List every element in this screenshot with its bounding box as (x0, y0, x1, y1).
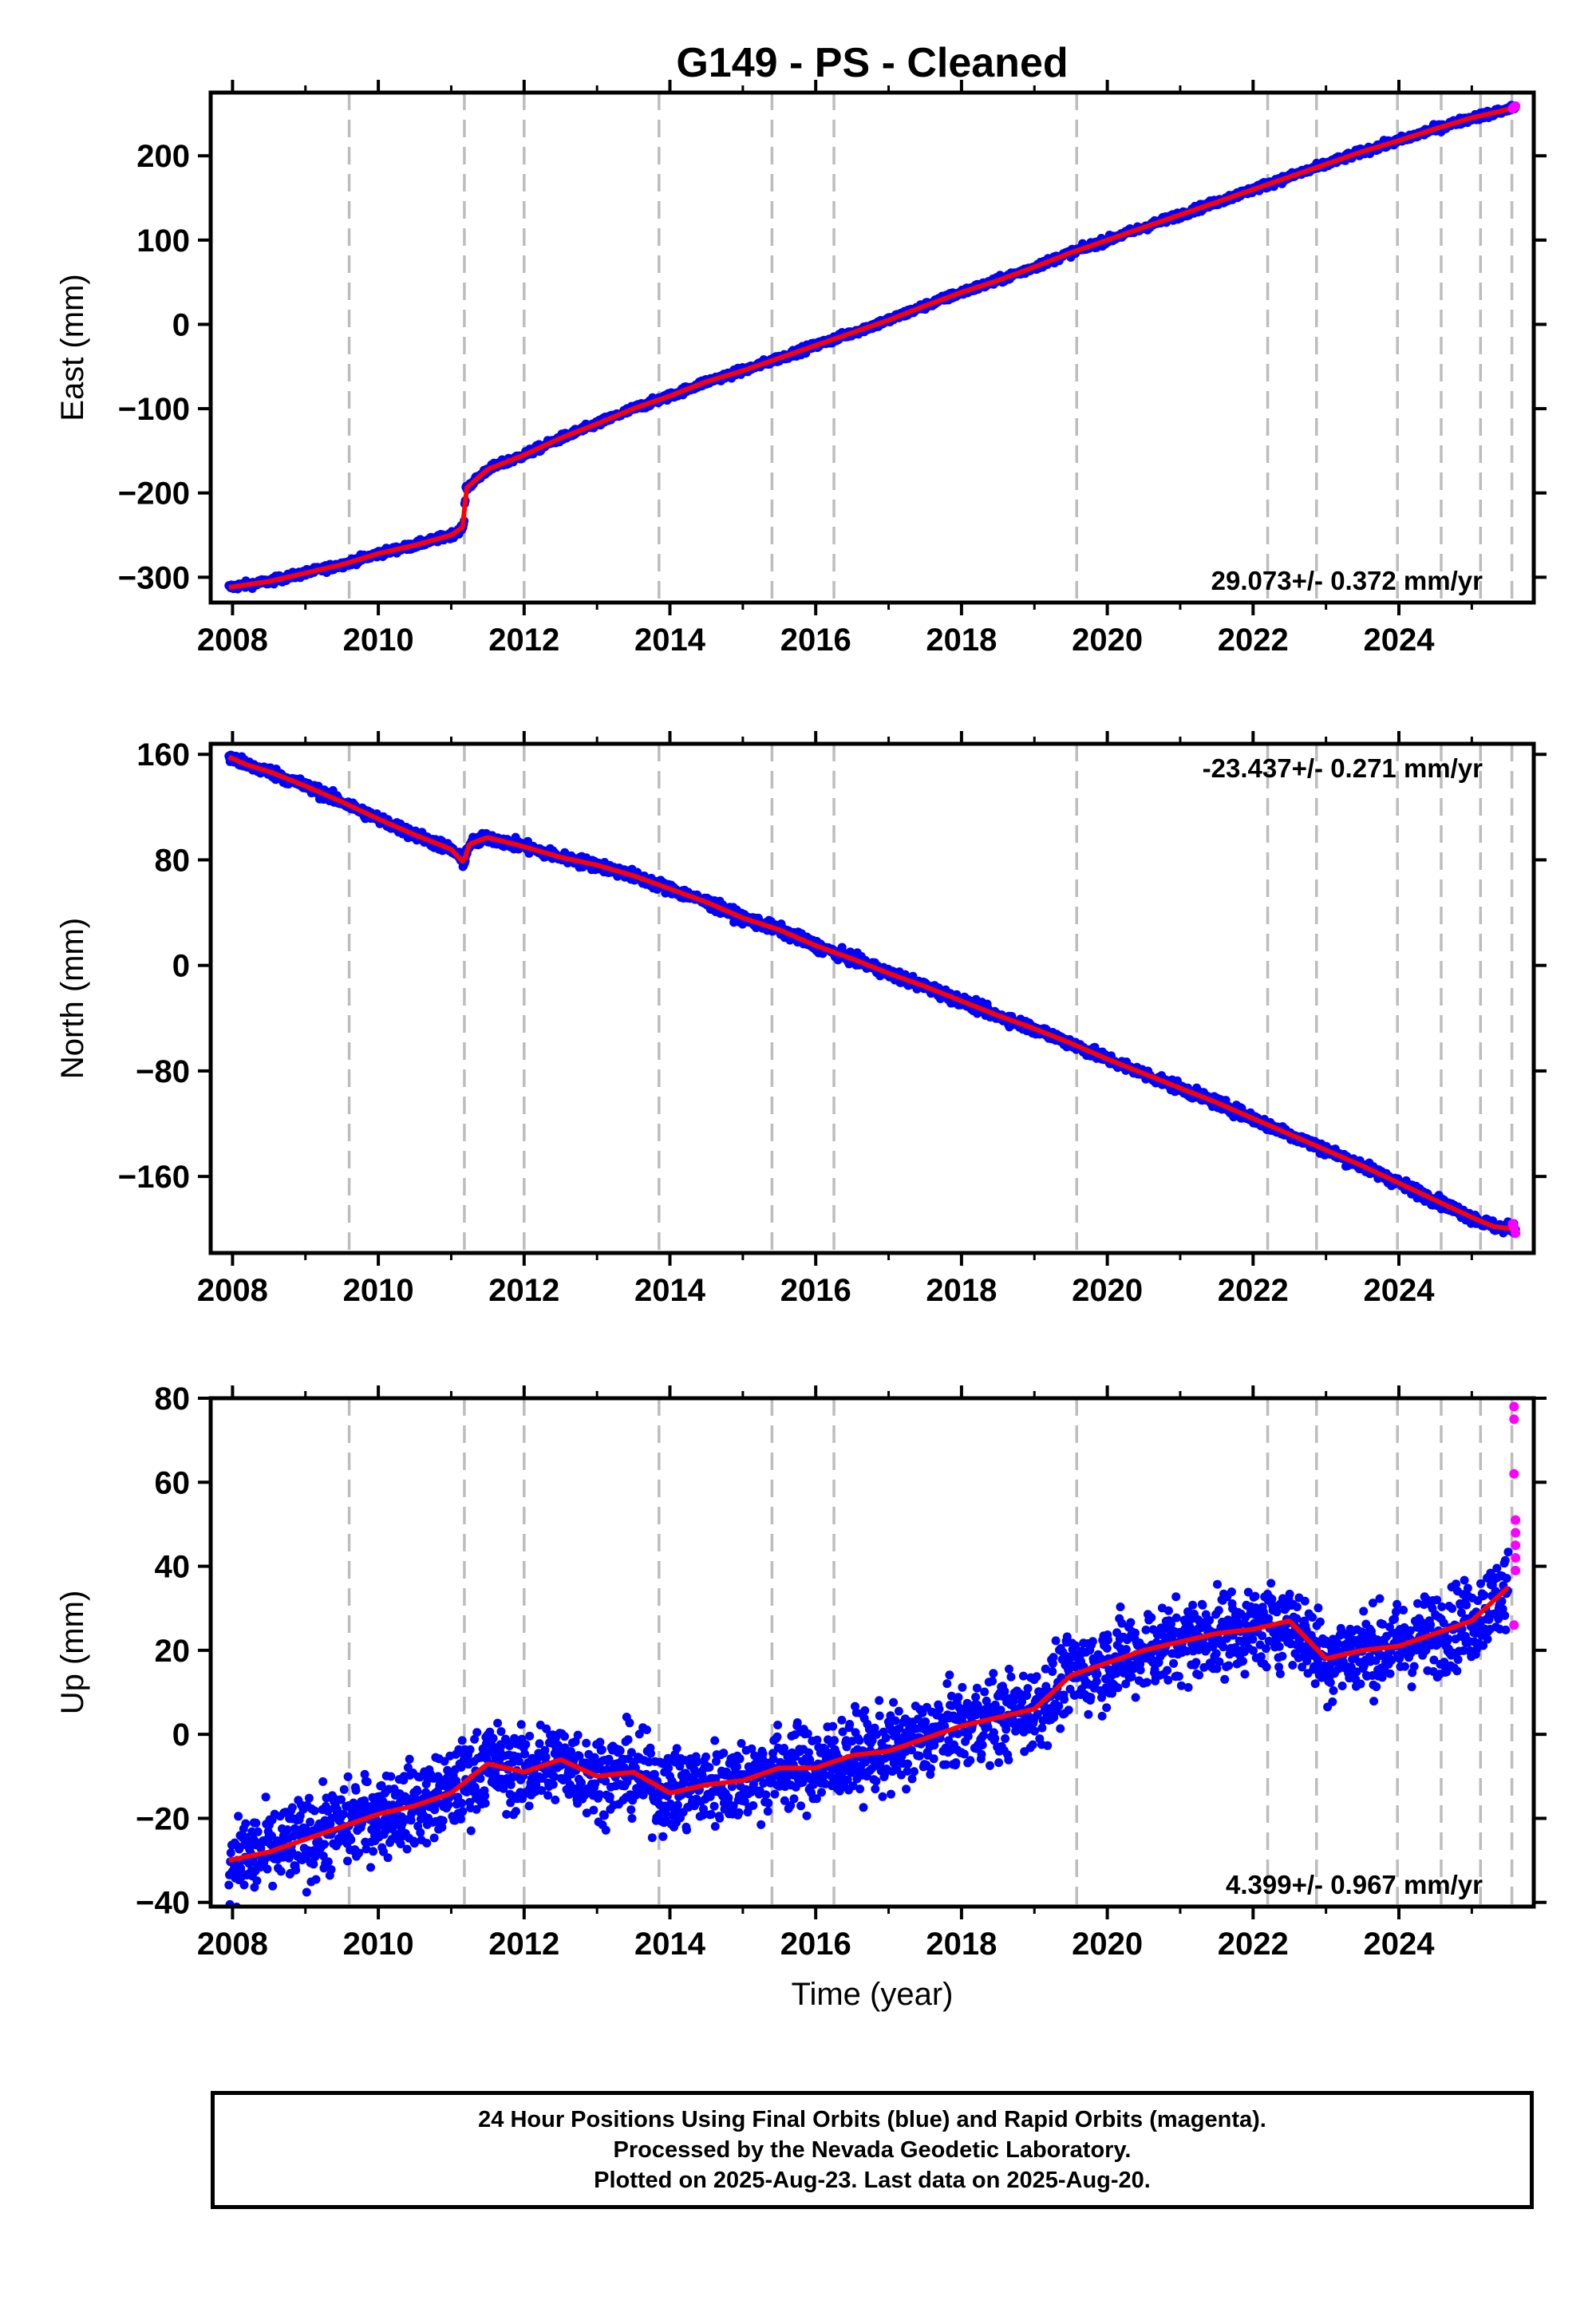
x-tick-label: 2020 (1072, 622, 1143, 658)
data-point (263, 1864, 272, 1874)
x-tick-label: 2022 (1218, 1273, 1289, 1308)
x-tick-label: 2010 (343, 622, 414, 658)
data-point (306, 1817, 315, 1827)
panel-up: 2008 2010 2012 2014 2016 2018 2020 2022 2024−40−… (55, 1381, 1547, 1962)
data-point (241, 1819, 251, 1828)
data-point (309, 1860, 318, 1869)
x-tick-label: 2008 (197, 1273, 268, 1308)
x-tick-label: 2024 (1364, 1273, 1436, 1308)
y-tick-label: −100 (118, 392, 190, 427)
data-point (402, 1844, 412, 1854)
data-point (302, 1887, 311, 1897)
data-point (343, 1772, 353, 1781)
y-tick-label: 200 (136, 139, 190, 174)
plot-frame-north (208, 741, 1536, 1255)
data-point (351, 1785, 361, 1795)
data-point (362, 1777, 372, 1787)
data-point (339, 1784, 349, 1794)
rapid-point (1511, 1228, 1521, 1239)
data-point (251, 1818, 261, 1828)
x-tick-label: 2016 (780, 1273, 851, 1308)
final-orbit-points-north (224, 750, 1520, 1238)
chart-title: G149 - PS - Cleaned (676, 40, 1068, 86)
data-point (261, 1792, 271, 1802)
data-point (310, 1806, 319, 1816)
data-point (291, 1865, 301, 1875)
data-point (369, 1847, 378, 1856)
x-tick-label: 2016 (780, 622, 851, 658)
y-tick-label: 80 (155, 843, 191, 878)
x-tick-label: 2022 (1218, 622, 1289, 658)
x-tick-label: 2024 (1364, 622, 1436, 658)
y-tick-label: 160 (136, 737, 190, 773)
data-point (323, 1857, 333, 1867)
x-tick-label: 2010 (343, 1273, 414, 1308)
x-tick-label: 2008 (197, 622, 268, 658)
y-tick-label: −160 (118, 1160, 190, 1195)
x-tick-label: 2014 (634, 1273, 706, 1308)
data-point (326, 1865, 336, 1875)
panel-north: 2008 2010 2012 2014 2016 2018 2020 2022 2024 −160… (55, 731, 1547, 1308)
data-point (304, 1793, 314, 1803)
data-point (253, 1827, 263, 1836)
y-axis-label-north: North (mm) (55, 918, 90, 1079)
data-point (282, 1825, 292, 1835)
y-tick-label: 0 (172, 949, 190, 984)
x-tick-label: 2012 (488, 1273, 559, 1308)
rapid-point (1511, 101, 1521, 111)
data-point (311, 1875, 321, 1884)
final-orbit-points-up (224, 1547, 1513, 1907)
data-point (383, 1853, 393, 1863)
data-point (318, 1777, 328, 1786)
y-tick-label: 0 (172, 307, 190, 342)
model-line-north (227, 754, 1516, 1232)
data-point (320, 1840, 329, 1849)
y-tick-label: −300 (118, 560, 190, 595)
x-tick-label: 2018 (926, 1273, 997, 1308)
data-point (239, 1880, 249, 1890)
data-point (252, 1876, 262, 1886)
x-tick-label: 2014 (634, 622, 706, 658)
y-axis-label-east: East (mm) (55, 274, 90, 421)
data-point (287, 1803, 297, 1812)
x-tick-label: 2020 (1072, 1273, 1143, 1308)
final-orbit-points-east (224, 101, 1520, 594)
data-point (343, 1856, 352, 1866)
data-point (405, 1754, 414, 1764)
y-tick-label: 100 (136, 223, 190, 259)
data-point (250, 1883, 259, 1892)
plot-frame-east (208, 90, 1536, 605)
data-point (224, 1880, 234, 1890)
panel-east: 2008 2010 2012 2014 2016 2018 2020 2022 2024 −300… (55, 80, 1547, 658)
data-point (234, 1812, 243, 1821)
data-point (346, 1835, 356, 1844)
x-tick-label: 2018 (926, 622, 997, 658)
data-point (276, 1867, 286, 1876)
data-point (339, 1809, 349, 1819)
data-point (386, 1772, 396, 1781)
rate-label-east: 29.073+/- 0.372 mm/yr (1211, 566, 1483, 595)
model-line-east (228, 105, 1517, 590)
y-tick-label: −80 (136, 1054, 190, 1089)
x-tick-label: 2012 (488, 622, 559, 658)
data-point (366, 1863, 375, 1872)
rate-label-north: -23.437+/- 0.271 mm/yr (1203, 753, 1483, 783)
data-point (268, 1881, 278, 1891)
data-point (226, 1848, 235, 1858)
y-tick-label: −200 (118, 476, 190, 512)
